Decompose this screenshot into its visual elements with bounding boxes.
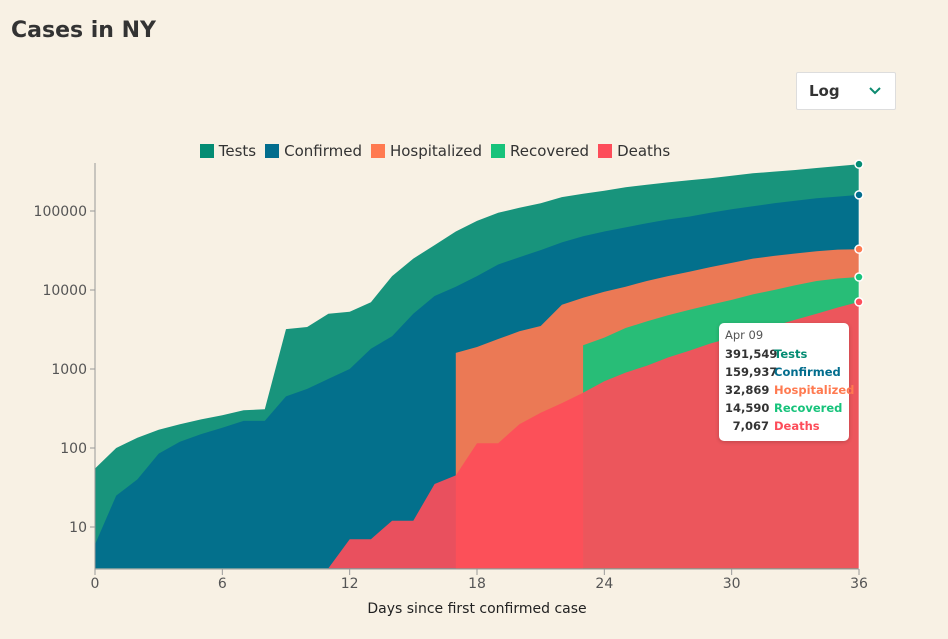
tooltip-label-recovered: Recovered xyxy=(774,401,843,415)
tooltip-row-tests: 391,549 Tests xyxy=(725,345,841,363)
x-tick-label-0: 0 xyxy=(91,576,100,592)
scale-select[interactable]: Log xyxy=(796,72,896,110)
y-tick-label-1000: 1000 xyxy=(51,362,87,378)
endpoint-confirmed xyxy=(854,190,864,200)
tooltip-label-tests: Tests xyxy=(774,347,808,361)
tooltip-value-hospitalized: 32,869 xyxy=(725,383,770,397)
tooltip-label-hospitalized: Hospitalized xyxy=(774,383,855,397)
tooltip-row-hospitalized: 32,869 Hospitalized xyxy=(725,381,854,399)
x-axis-title: Days since first confirmed case xyxy=(367,601,586,617)
tooltip-value-recovered: 14,590 xyxy=(725,401,770,415)
x-tick-label-12: 12 xyxy=(341,576,359,592)
endpoint-deaths xyxy=(854,297,864,307)
legend-swatch-hospitalized xyxy=(370,144,385,158)
legend-label-deaths: Deaths xyxy=(617,142,671,160)
legend-item-confirmed[interactable]: Confirmed xyxy=(265,142,362,160)
legend-item-deaths[interactable]: Deaths xyxy=(598,142,670,160)
tooltip-row-recovered: 14,590 Recovered xyxy=(725,399,843,417)
plot-bottom-mask xyxy=(0,569,948,639)
x-tick-label-36: 36 xyxy=(850,576,868,592)
legend-label-hospitalized: Hospitalized xyxy=(389,142,482,160)
tooltip-value-tests: 391,549 xyxy=(725,347,778,361)
chevron-down-icon xyxy=(869,85,881,98)
scale-select-value: Log xyxy=(809,82,840,100)
y-tick-label-10: 10 xyxy=(69,520,87,536)
chart-legend: Tests Confirmed Hospitalized Recovered D… xyxy=(0,142,870,160)
legend-swatch-deaths xyxy=(598,144,613,158)
legend-swatch-confirmed xyxy=(265,144,280,158)
x-tick-label-6: 6 xyxy=(218,576,227,592)
tooltip-date: Apr 09 xyxy=(725,328,764,342)
tooltip-value-deaths: 7,067 xyxy=(732,419,769,433)
legend-swatch-recovered xyxy=(490,144,505,158)
x-tick-label-24: 24 xyxy=(595,576,613,592)
legend-swatch-tests xyxy=(199,144,214,158)
endpoint-tests xyxy=(854,159,864,169)
y-tick-label-100: 100 xyxy=(60,441,87,457)
tooltip-label-deaths: Deaths xyxy=(774,419,820,433)
tooltip-row-deaths: 7,067 Deaths xyxy=(725,417,841,435)
legend-item-tests[interactable]: Tests xyxy=(199,142,257,160)
legend-item-hospitalized[interactable]: Hospitalized xyxy=(370,142,482,160)
x-tick-label-30: 30 xyxy=(723,576,741,592)
tooltip-label-confirmed: Confirmed xyxy=(774,365,841,379)
legend-label-tests: Tests xyxy=(218,142,257,160)
endpoint-hospitalized xyxy=(854,244,864,254)
legend-label-recovered: Recovered xyxy=(509,142,590,160)
tooltip-value-confirmed: 159,937 xyxy=(725,365,778,379)
chart-tooltip: Apr 09 391,549 Tests 159,937 Confirmed 3… xyxy=(719,323,854,441)
endpoint-recovered xyxy=(854,272,864,282)
y-tick-label-100000: 100000 xyxy=(34,204,87,220)
tooltip-row-confirmed: 159,937 Confirmed xyxy=(725,363,841,381)
legend-label-confirmed: Confirmed xyxy=(284,142,362,160)
page-title: Cases in NY xyxy=(11,18,156,43)
legend-item-recovered[interactable]: Recovered xyxy=(490,142,590,160)
y-tick-label-10000: 10000 xyxy=(42,283,87,299)
x-tick-label-18: 18 xyxy=(468,576,486,592)
